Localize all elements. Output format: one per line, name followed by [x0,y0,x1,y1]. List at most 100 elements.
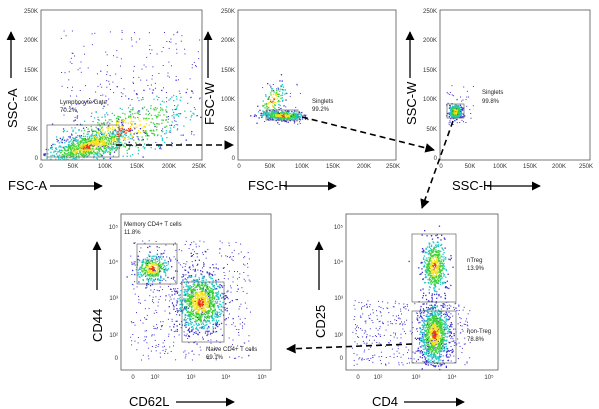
gate-label-pct: 11.8% [124,230,141,236]
scatter-dot [118,116,120,118]
scatter-dot [137,274,139,276]
scatter-dot [279,113,280,115]
scatter-dot [280,114,282,116]
scatter-dot [72,107,74,109]
scatter-dot [168,294,170,296]
scatter-dot [92,148,94,150]
scatter-dot [289,118,291,120]
scatter-dot [200,306,202,308]
x-axis-title: CD62L [129,394,169,409]
scatter-dot [224,303,227,305]
scatter-dot [100,148,103,151]
scatter-dot [209,303,212,305]
scatter-dot [194,259,197,262]
scatter-dot [154,125,156,128]
scatter-dot [419,309,422,311]
gate-memory [136,243,178,285]
scatter-dot [67,144,69,146]
scatter-dot [171,303,173,305]
scatter-dot [201,313,203,315]
y-tick: 100K [24,97,38,103]
scatter-dot [208,358,210,360]
scatter-dot [146,79,148,81]
scatter-dot [201,327,203,329]
scatter-dot [98,149,101,151]
scatter-dot [102,143,104,146]
scatter-points [446,85,474,126]
scatter-dot [159,295,161,297]
scatter-dot [155,346,157,348]
scatter-dot [68,79,70,81]
scatter-dot [466,105,468,107]
scatter-dot [248,354,250,356]
scatter-dot [202,298,204,301]
scatter-dot [161,262,163,265]
scatter-dot [215,302,217,304]
scatter-dot [152,264,154,266]
scatter-dot [143,143,146,145]
scatter-dot [90,151,92,153]
scatter-dot [204,291,207,293]
scatter-dot [161,100,163,102]
scatter-dot [98,149,100,151]
scatter-dot [192,293,194,295]
scatter-dot [132,269,134,272]
scatter-dot [123,88,125,90]
scatter-dot [228,346,229,348]
scatter-dot [78,154,80,156]
scatter-dot [77,145,80,147]
scatter-dot [88,151,90,153]
scatter-dot [90,148,93,151]
scatter-dot [153,108,155,110]
scatter-dot [189,314,191,316]
scatter-dot [84,150,86,152]
scatter-dot [111,120,113,123]
scatter-dot [205,309,207,312]
scatter-dot [102,123,104,125]
scatter-dot [159,265,161,267]
scatter-dot [294,118,296,120]
scatter-dot [197,301,200,303]
scatter-dot [92,132,94,134]
scatter-dot [133,120,135,123]
scatter-dot [152,271,154,273]
scatter-dot [68,151,70,154]
scatter-dot [64,154,66,157]
scatter-dot [275,93,278,96]
scatter-dot [173,306,175,308]
scatter-dot [180,113,182,115]
scatter-dot [281,100,284,102]
scatter-dot [152,273,154,276]
scatter-dot [454,113,457,115]
scatter-dot [209,289,212,292]
scatter-dot [184,350,186,352]
scatter-dot [138,110,140,112]
scatter-dot [280,113,282,115]
scatter-dot [183,331,185,333]
scatter-dot [196,295,198,297]
scatter-dot [195,253,197,255]
scatter-dot [270,111,272,113]
scatter-dot [138,299,140,301]
scatter-dot [218,323,220,326]
scatter-dot [271,90,273,92]
scatter-dot [178,314,181,316]
scatter-dot [188,288,190,290]
scatter-dot [64,146,67,148]
scatter-dot [84,149,87,151]
scatter-dot [164,133,166,135]
scatter-dot [75,152,77,154]
scatter-dot [189,319,191,321]
scatter-dot [72,154,75,156]
scatter-dot [92,148,94,151]
scatter-dot [153,98,155,100]
scatter-dot [298,113,300,115]
scatter-dot [261,112,263,115]
scatter-dot [191,64,193,66]
scatter-dot [438,347,440,349]
scatter-dot [78,157,80,159]
scatter-dot [215,359,217,361]
scatter-dot [83,142,85,145]
scatter-dot [71,145,74,147]
scatter-dot [452,109,454,112]
